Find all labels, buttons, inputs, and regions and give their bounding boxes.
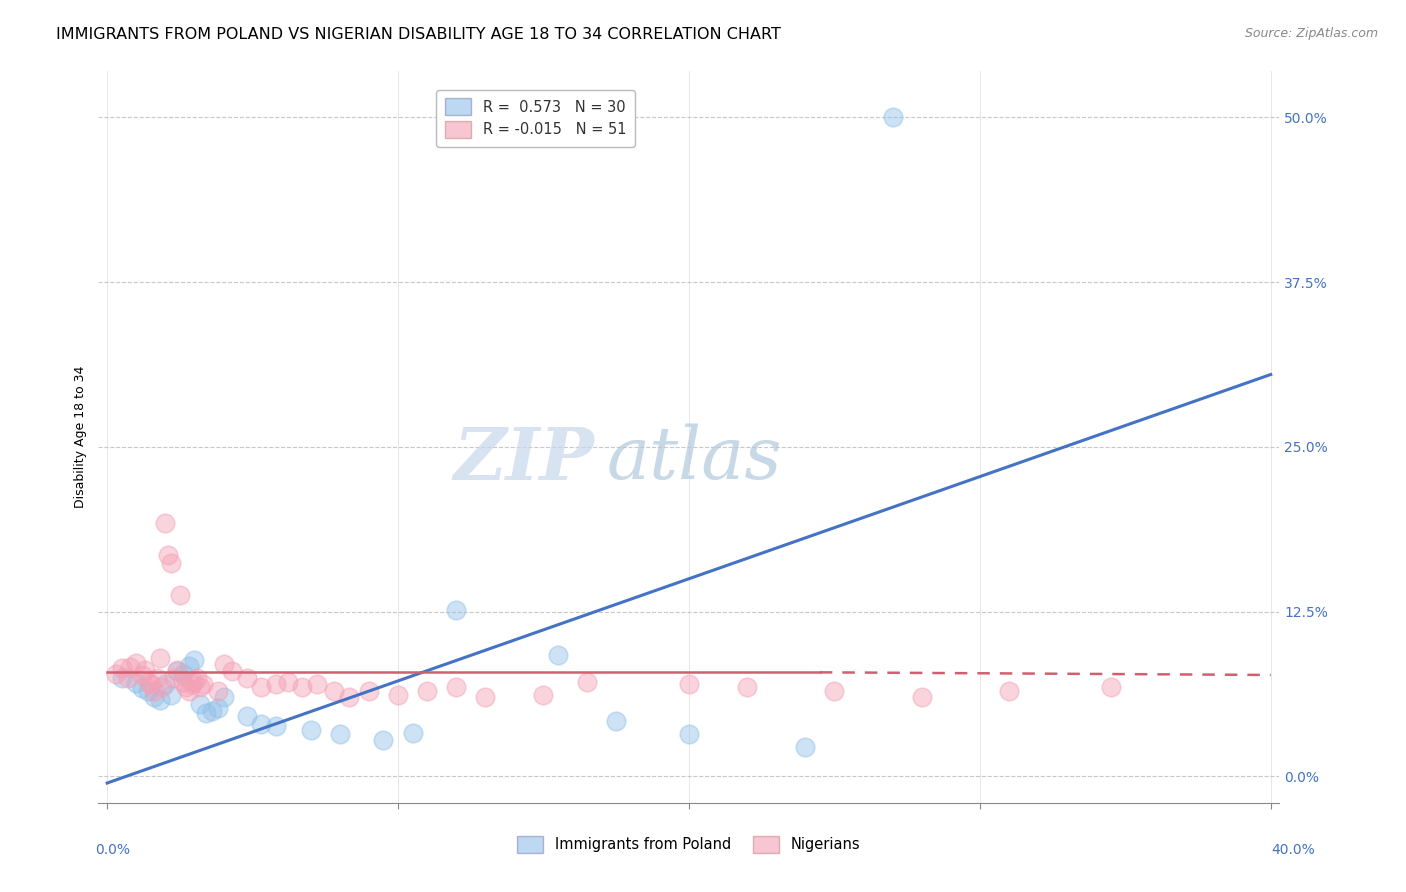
- Text: Source: ZipAtlas.com: Source: ZipAtlas.com: [1244, 27, 1378, 40]
- Point: [207, 701, 229, 715]
- Point: [236, 708, 259, 723]
- Text: 0.0%: 0.0%: [96, 843, 131, 857]
- Point: [547, 648, 569, 663]
- Point: [264, 677, 287, 691]
- Point: [183, 653, 205, 667]
- Point: [169, 588, 191, 602]
- Point: [177, 683, 200, 698]
- Point: [186, 671, 208, 685]
- Point: [401, 726, 423, 740]
- Point: [474, 690, 496, 705]
- Point: [148, 693, 170, 707]
- Point: [387, 688, 409, 702]
- Point: [142, 683, 165, 698]
- Point: [172, 674, 194, 689]
- Point: [125, 676, 148, 690]
- Point: [735, 680, 758, 694]
- Point: [160, 688, 183, 702]
- Y-axis label: Disability Age 18 to 34: Disability Age 18 to 34: [75, 366, 87, 508]
- Point: [221, 664, 243, 678]
- Point: [131, 668, 153, 682]
- Point: [191, 677, 214, 691]
- Point: [576, 674, 599, 689]
- Point: [155, 516, 177, 531]
- Point: [236, 671, 259, 685]
- Point: [134, 663, 156, 677]
- Point: [823, 683, 845, 698]
- Point: [291, 680, 314, 694]
- Point: [139, 677, 162, 691]
- Point: [264, 719, 287, 733]
- Point: [174, 680, 197, 694]
- Point: [157, 548, 180, 562]
- Point: [136, 683, 159, 698]
- Point: [166, 663, 188, 677]
- Point: [678, 727, 700, 741]
- Point: [337, 690, 360, 705]
- Text: ZIP: ZIP: [454, 424, 595, 494]
- Point: [1099, 680, 1122, 694]
- Point: [155, 677, 177, 691]
- Point: [678, 677, 700, 691]
- Point: [605, 714, 627, 728]
- Point: [998, 683, 1021, 698]
- Point: [357, 683, 380, 698]
- Point: [911, 690, 934, 705]
- Point: [125, 656, 148, 670]
- Point: [172, 666, 194, 681]
- Point: [120, 660, 142, 674]
- Point: [163, 671, 186, 685]
- Point: [207, 683, 229, 698]
- Point: [188, 680, 211, 694]
- Text: atlas: atlas: [606, 424, 782, 494]
- Legend: Immigrants from Poland, Nigerians: Immigrants from Poland, Nigerians: [509, 827, 869, 862]
- Point: [188, 697, 211, 711]
- Point: [882, 111, 904, 125]
- Point: [250, 680, 273, 694]
- Point: [533, 688, 555, 702]
- Point: [323, 683, 346, 698]
- Point: [444, 603, 467, 617]
- Point: [276, 674, 298, 689]
- Point: [444, 680, 467, 694]
- Point: [104, 666, 127, 681]
- Point: [250, 716, 273, 731]
- Point: [212, 657, 235, 672]
- Point: [131, 681, 153, 695]
- Point: [212, 690, 235, 705]
- Text: IMMIGRANTS FROM POLAND VS NIGERIAN DISABILITY AGE 18 TO 34 CORRELATION CHART: IMMIGRANTS FROM POLAND VS NIGERIAN DISAB…: [56, 27, 782, 42]
- Point: [142, 690, 165, 705]
- Point: [111, 671, 134, 685]
- Point: [136, 674, 159, 689]
- Point: [195, 706, 218, 721]
- Point: [329, 727, 352, 741]
- Point: [794, 740, 817, 755]
- Point: [305, 677, 328, 691]
- Point: [145, 671, 167, 685]
- Text: 40.0%: 40.0%: [1271, 843, 1315, 857]
- Point: [201, 704, 224, 718]
- Point: [299, 723, 322, 738]
- Point: [416, 683, 439, 698]
- Point: [148, 650, 170, 665]
- Point: [180, 677, 202, 691]
- Point: [166, 664, 188, 678]
- Point: [111, 661, 134, 675]
- Point: [183, 674, 205, 689]
- Point: [373, 732, 395, 747]
- Point: [160, 556, 183, 570]
- Point: [117, 671, 139, 685]
- Point: [177, 658, 200, 673]
- Point: [152, 680, 174, 694]
